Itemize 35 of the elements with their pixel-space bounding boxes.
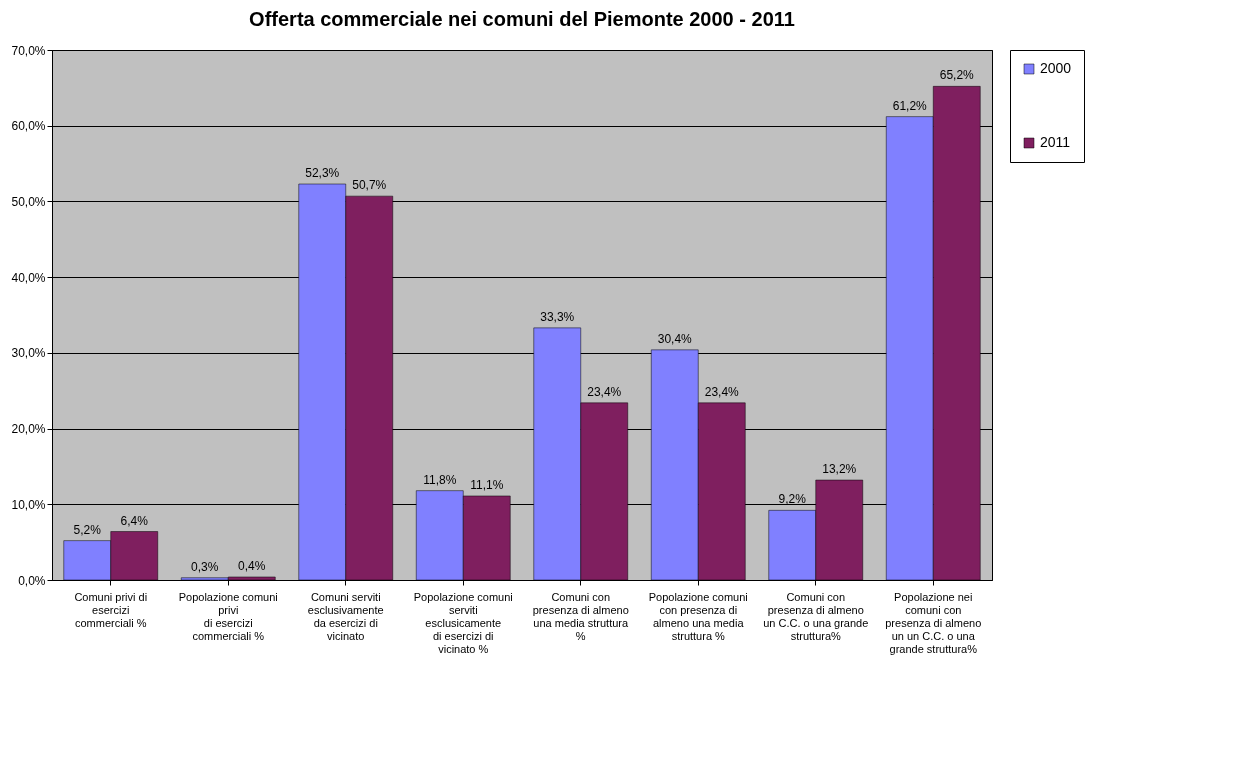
data-label: 52,3%	[305, 166, 340, 181]
x-tick-label: Comuni serviti esclusivamente da esercizi di vicinato	[307, 590, 384, 642]
legend-label: 2011	[1040, 134, 1071, 150]
data-label: 11,1%	[470, 477, 504, 492]
chart-title: Offerta commerciale nei comuni del Piemonte 2000 - 2011	[249, 8, 795, 30]
x-tick-label: Popolazione comuni privi di esercizi commerciali %	[178, 590, 278, 642]
data-label: 61,2%	[892, 98, 928, 113]
y-tick-label: 70,0%	[11, 43, 46, 58]
y-tick-label: 30,0%	[11, 346, 46, 361]
data-label: 30,4%	[657, 331, 693, 346]
x-tick-label: Popolazione nei comuni con presenza di almeno un un C.C. o una grande struttura%	[885, 590, 982, 655]
y-tick-label: 40,0%	[11, 270, 46, 285]
y-tick-label: 60,0%	[11, 119, 46, 134]
data-label: 50,7%	[352, 178, 387, 193]
y-tick-label: 20,0%	[11, 422, 46, 437]
data-label: 13,2%	[822, 462, 857, 477]
y-tick-label: 50,0%	[11, 194, 46, 209]
data-label: 9,2%	[778, 492, 807, 507]
y-tick-label: 10,0%	[11, 497, 46, 512]
legend-label: 2000	[1040, 60, 1072, 76]
data-label: 11,8%	[423, 472, 457, 487]
data-label: 23,4%	[704, 384, 740, 399]
x-tick-label: Popolazione comuni con presenza di almeno una media struttura %	[648, 590, 748, 642]
data-label: 6,4%	[120, 513, 149, 528]
x-tick-label: Comuni privi di esercizi commerciali %	[74, 590, 148, 629]
x-tick-label: Comuni con presenza di almeno una media struttura %	[532, 590, 630, 642]
data-label: 5,2%	[73, 522, 102, 537]
y-tick-label: 0,0%	[18, 573, 46, 588]
data-label: 0,3%	[191, 559, 219, 574]
x-tick-label: Popolazione comuni serviti esclusicamente di esercizi di vicinato %	[413, 590, 513, 655]
x-tick-label: Comuni con presenza di almeno un C.C. o una grande struttura%	[763, 590, 869, 642]
data-label: 0,4%	[238, 558, 266, 573]
data-label: 33,3%	[540, 309, 575, 324]
data-label: 65,2%	[939, 68, 975, 83]
data-label: 23,4%	[587, 384, 622, 399]
